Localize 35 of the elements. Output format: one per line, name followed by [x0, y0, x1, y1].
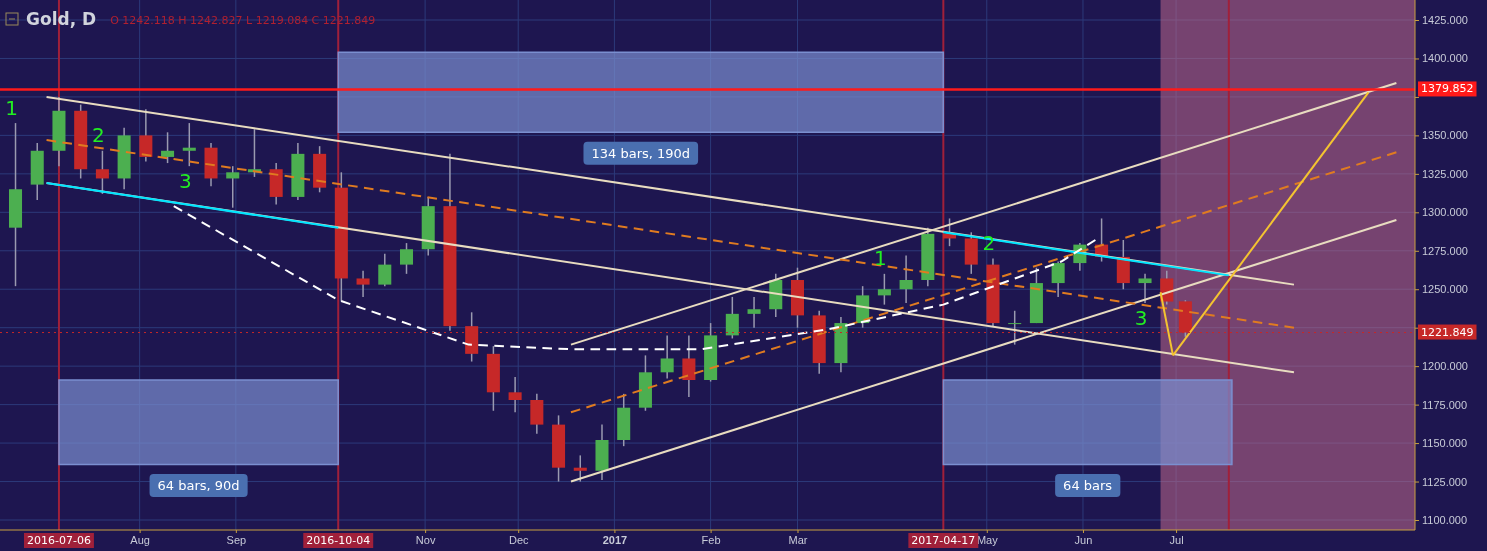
y-tick-label: 1300.000 [1422, 206, 1468, 219]
y-tick-label: 1250.000 [1422, 283, 1468, 296]
x-tick-label: Dec [508, 533, 529, 546]
annotation: 2 [92, 123, 105, 148]
annotation: 1 [874, 246, 887, 271]
y-tick-label: 1400.000 [1422, 52, 1468, 65]
ref-line-label: 2016-07-06 [26, 534, 91, 547]
y-tick-label: 1150.000 [1422, 437, 1468, 450]
y-tick-label: 1350.000 [1422, 129, 1468, 142]
x-tick-label: May [976, 533, 999, 546]
x-tick-label: Feb [701, 533, 721, 546]
ref-line-label: 1379.852 [1421, 82, 1474, 96]
y-tick-label: 1100.000 [1422, 514, 1468, 527]
x-tick-label: Nov [415, 533, 436, 546]
x-tick-label: Sep [226, 533, 247, 546]
series-label: 64 bars [1063, 478, 1113, 494]
y-tick-label: 1175.000 [1422, 398, 1468, 411]
ref-line-label: 1221.849 [1421, 325, 1474, 339]
x-tick-label: Jul [1169, 533, 1184, 546]
annotation: 3 [1134, 305, 1148, 330]
x-tick-label: Jun [1074, 533, 1093, 546]
y-tick-label: 1200.000 [1422, 360, 1468, 373]
series-label: 134 bars, 190d [591, 145, 691, 161]
x-tick-label: Aug [130, 533, 150, 546]
y-tick-label: 1325.000 [1422, 167, 1468, 180]
ref-line-label: 2016-10-04 [306, 534, 371, 547]
annotation: 1 [5, 95, 18, 120]
annotation: 3 [178, 168, 192, 193]
x-tick-label: Mar [788, 533, 808, 546]
x-tick-label: 2017 [602, 533, 628, 546]
ref-line-label: 2017-04-17 [911, 534, 976, 547]
y-tick-label: 1425.000 [1422, 14, 1468, 27]
y-tick-label: 1275.000 [1422, 244, 1468, 257]
y-tick-label: 1125.000 [1422, 475, 1468, 488]
series-label: 64 bars, 90d [157, 478, 240, 494]
